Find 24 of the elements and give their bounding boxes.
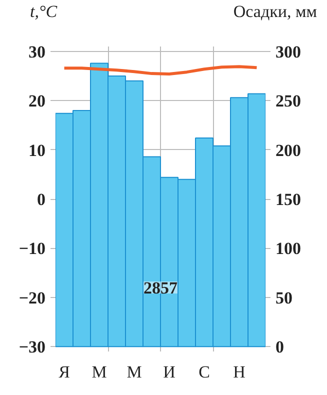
y2-tick-label: 50: [276, 288, 292, 308]
y2-tick-label: 100: [276, 239, 301, 258]
y2-axis-title: Осадки, мм: [233, 1, 317, 23]
x-tick-label: Н: [233, 362, 246, 382]
y2-tick-label: 300: [276, 42, 301, 62]
x-tick-label: Я: [58, 362, 70, 382]
x-tick-label: М: [126, 362, 142, 382]
x-tick-label: И: [163, 362, 176, 382]
y-tick-label: 10: [28, 140, 46, 160]
y-tick-label: −10: [18, 239, 46, 258]
y-tick-label: 20: [28, 92, 46, 111]
y-tick-label: 0: [37, 190, 46, 209]
annotation: 2857: [144, 278, 178, 298]
x-tick-label: С: [198, 362, 210, 382]
y2-tick-label: 150: [276, 190, 301, 209]
y2-tick-label: 250: [276, 92, 301, 111]
y-tick-label: −20: [18, 288, 46, 308]
line-series: [62, 65, 258, 76]
y-tick-label: −30: [18, 338, 46, 357]
y-axis-title: t,°C: [30, 1, 58, 23]
y2-tick-label: 200: [276, 140, 301, 160]
y-tick-label: 30: [28, 42, 46, 62]
x-tick-label: М: [92, 362, 107, 382]
y2-tick-label: 0: [276, 338, 284, 357]
